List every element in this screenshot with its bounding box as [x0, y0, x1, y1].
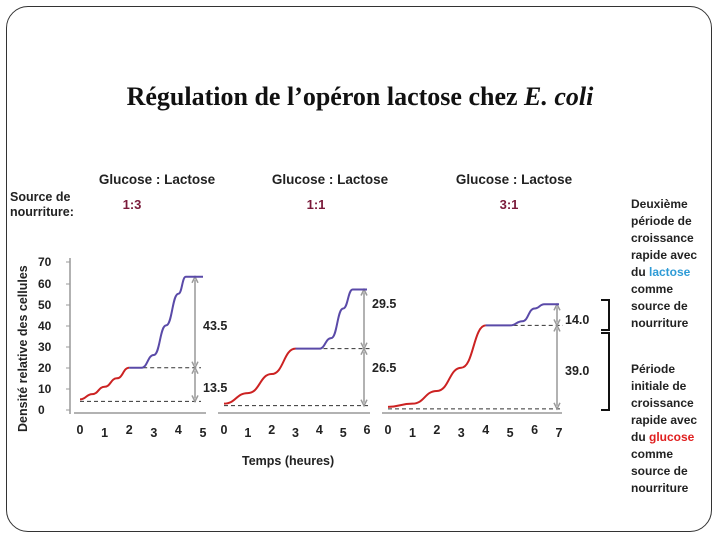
glucose-growth-curve: [223, 347, 296, 405]
note-line: Deuxième: [631, 197, 688, 211]
lactose-growth-curve: [485, 303, 559, 327]
y-tick-label: 0: [38, 403, 45, 417]
note-line: comme: [631, 282, 673, 296]
growth-delta-label: 39.0: [565, 364, 589, 378]
x-tick-label: 1: [101, 426, 108, 440]
source-label-line1: Source de: [10, 190, 70, 204]
lactose-growth-curve: [129, 275, 203, 369]
slide-frame: [6, 6, 712, 532]
x-tick-label: 4: [175, 423, 182, 437]
note-line: croissance: [631, 396, 694, 410]
y-tick-label: 40: [38, 319, 52, 333]
bracket-second-phase: [601, 299, 610, 331]
note-line: initiale de: [631, 379, 687, 393]
x-tick-label: 6: [364, 423, 371, 437]
y-tick-label: 60: [38, 277, 52, 291]
chart-ratio: 1:3: [123, 197, 142, 212]
x-tick-label: 2: [268, 423, 275, 437]
y-tick-label: 30: [38, 340, 52, 354]
growth-delta-label: 13.5: [203, 381, 227, 395]
glucose-growth-curve: [79, 366, 130, 401]
x-tick-label: 1: [409, 426, 416, 440]
note-highlight-lactose: lactose: [649, 265, 691, 279]
note-line: croissance: [631, 231, 694, 245]
note-first-phase: Période initiale de croissance rapide avec d…: [631, 362, 697, 495]
x-tick-label: 0: [221, 423, 228, 437]
chart-panel-2: Glucose : Lactose 1:1 0 1 2 3 4 5 6 29.5 26.5: [218, 172, 396, 440]
chart-panel-3: Glucose : Lactose 3:1 0 1 2 3 4 5 6 7 14.0 39.0: [382, 172, 589, 440]
source-label-line2: nourriture:: [10, 205, 74, 219]
note-line: rapide avec: [631, 248, 697, 262]
chart-header: Glucose : Lactose: [272, 172, 389, 187]
x-tick-label: 5: [507, 426, 514, 440]
x-tick-label: 2: [126, 423, 133, 437]
chart-ratio: 1:1: [307, 197, 326, 212]
note-highlight-glucose: glucose: [649, 430, 695, 444]
x-tick-label: 5: [200, 426, 207, 440]
x-tick-label: 0: [385, 423, 392, 437]
arrow-glucose-growth-head-top: [360, 347, 368, 356]
growth-delta-label: 43.5: [203, 319, 227, 333]
title-main: Régulation de l’opéron lactose chez: [126, 82, 525, 111]
arrow-glucose-growth-head-bottom: [360, 399, 368, 408]
x-tick-label: 3: [150, 426, 157, 440]
x-tick-label: 3: [292, 426, 299, 440]
growth-delta-label: 14.0: [565, 313, 589, 327]
growth-delta-label: 29.5: [372, 297, 396, 311]
y-tick-label: 10: [38, 382, 52, 396]
arrow-glucose-growth-head-top: [191, 366, 199, 375]
x-tick-label: 2: [433, 423, 440, 437]
x-tick-label: 4: [316, 423, 323, 437]
note-line: Période: [631, 362, 675, 376]
x-tick-label: 7: [556, 426, 563, 440]
x-tick-label: 3: [458, 426, 465, 440]
x-tick-label: 5: [340, 426, 347, 440]
chart-ratio: 3:1: [500, 197, 519, 212]
arrow-glucose-growth-head-bottom: [553, 402, 561, 411]
x-tick-label: 4: [482, 423, 489, 437]
note-line: rapide avec: [631, 413, 697, 427]
note-second-phase: Deuxième période de croissance rapide avec d…: [631, 197, 697, 330]
arrow-glucose-growth-head-top: [553, 323, 561, 332]
note-line: comme: [631, 447, 673, 461]
lactose-growth-curve: [295, 288, 367, 350]
x-tick-label: 6: [531, 423, 538, 437]
note-line: période de: [631, 214, 692, 228]
slide-title: Régulation de l’opéron lactose chez E. c…: [0, 82, 720, 112]
glucose-growth-curve: [387, 324, 487, 408]
note-line: du glucose: [631, 430, 695, 444]
y-tick-label: 50: [38, 298, 52, 312]
y-axis-label: Densité relative des cellules: [16, 265, 30, 432]
note-line: source de: [631, 299, 688, 313]
note-line: nourriture: [631, 481, 689, 495]
x-tick-label: 1: [244, 426, 251, 440]
y-tick-label: 20: [38, 361, 52, 375]
note-line: du lactose: [631, 265, 691, 279]
growth-delta-label: 26.5: [372, 361, 396, 375]
note-line: nourriture: [631, 316, 689, 330]
chart-header: Glucose : Lactose: [456, 172, 573, 187]
note-line: source de: [631, 464, 688, 478]
y-tick-label: 70: [38, 255, 52, 269]
x-tick-label: 0: [77, 423, 84, 437]
chart-header: Glucose : Lactose: [99, 172, 216, 187]
x-axis-label: Temps (heures): [242, 454, 334, 468]
bracket-first-phase: [601, 332, 610, 411]
arrow-glucose-growth-head-bottom: [191, 395, 199, 404]
title-italic: E. coli: [524, 82, 594, 111]
